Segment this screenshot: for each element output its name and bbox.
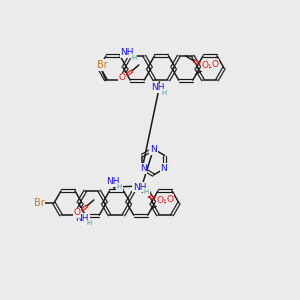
Text: H: H bbox=[162, 90, 167, 96]
Text: NH: NH bbox=[75, 214, 89, 223]
Text: H: H bbox=[131, 55, 137, 61]
Text: NH: NH bbox=[106, 178, 119, 187]
Text: NH: NH bbox=[120, 48, 134, 57]
Text: O: O bbox=[201, 61, 208, 70]
Text: NH: NH bbox=[133, 182, 146, 191]
Text: O: O bbox=[118, 74, 125, 82]
Text: O: O bbox=[156, 196, 163, 206]
Text: O: O bbox=[74, 208, 80, 217]
Text: NH: NH bbox=[151, 83, 164, 92]
Text: Br: Br bbox=[97, 60, 107, 70]
Text: H: H bbox=[117, 184, 122, 190]
Text: O: O bbox=[212, 60, 219, 69]
Text: N: N bbox=[140, 164, 147, 173]
Text: Br: Br bbox=[34, 198, 44, 208]
Text: H: H bbox=[86, 220, 92, 226]
Text: O: O bbox=[167, 195, 174, 204]
Text: N: N bbox=[150, 146, 157, 154]
Text: N: N bbox=[160, 164, 167, 173]
Text: H: H bbox=[144, 189, 149, 195]
